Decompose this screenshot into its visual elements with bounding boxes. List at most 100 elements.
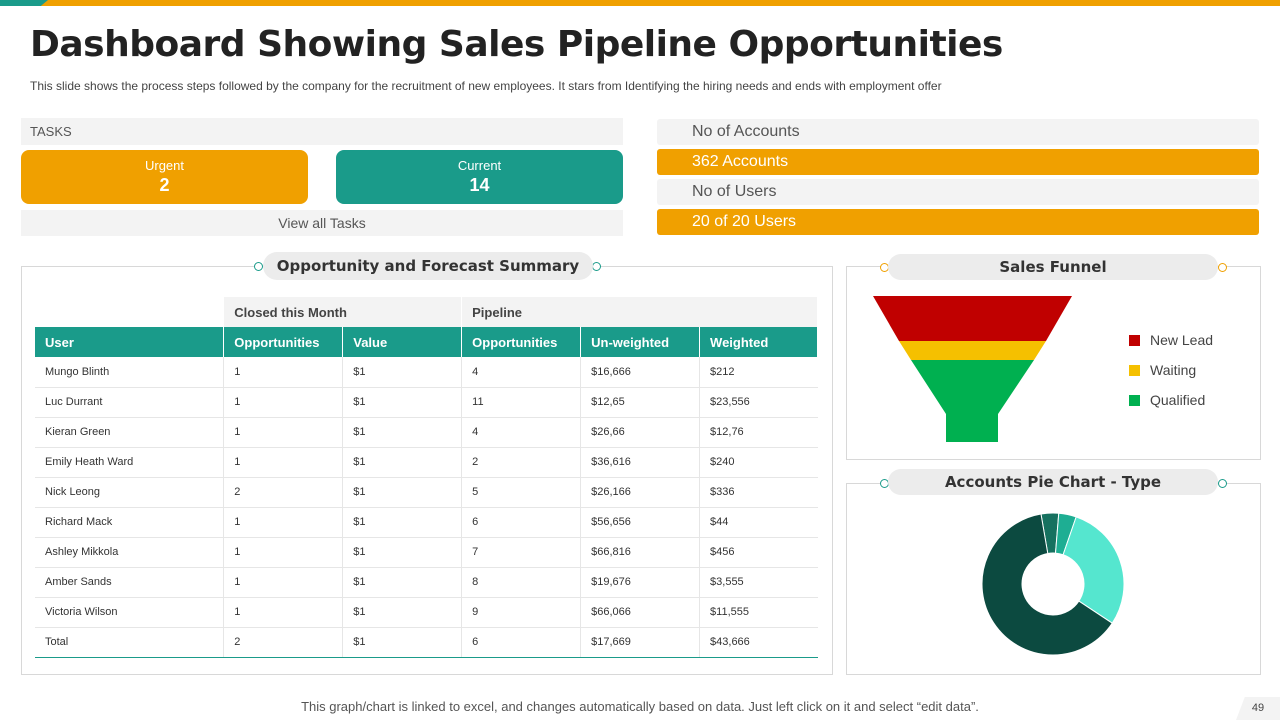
table-cell: $12,65 <box>580 387 701 418</box>
table-cell: 1 <box>223 597 344 628</box>
sales-funnel-chart <box>873 296 1072 442</box>
table-cell: Luc Durrant <box>35 387 225 418</box>
table-cell: $1 <box>342 387 463 418</box>
table-cell: 2 <box>461 447 582 478</box>
table-row: Richard Mack 1 $1 6 $56,656 $44 <box>35 507 818 538</box>
table-group-header: Closed this Month Pipeline <box>35 297 818 327</box>
table-row: Ashley Mikkola 1 $1 7 $66,816 $456 <box>35 537 818 568</box>
legend-waiting: Waiting <box>1129 362 1196 378</box>
funnel-stage-new-lead <box>873 296 1072 341</box>
column-header: User <box>35 327 225 357</box>
table-cell: Kieran Green <box>35 417 225 448</box>
users-label: No of Users <box>657 179 1259 205</box>
users-value: 20 of 20 Users <box>657 209 1259 235</box>
table-cell: $17,669 <box>580 627 701 658</box>
table-cell: $23,556 <box>699 387 818 418</box>
table-cell: $212 <box>699 357 818 388</box>
table-cell: 2 <box>223 627 344 658</box>
top-accent-bar <box>0 0 1280 6</box>
column-header: Opportunities <box>223 327 344 357</box>
table-cell: 1 <box>223 357 344 388</box>
table-cell: 11 <box>461 387 582 418</box>
table-cell: $1 <box>342 477 463 508</box>
funnel-title-dot-right <box>1218 263 1227 272</box>
table-cell: $26,66 <box>580 417 701 448</box>
funnel-stage-waiting <box>899 341 1046 360</box>
table-cell: $1 <box>342 537 463 568</box>
table-body: Mungo Blinth 1 $1 4 $16,666 $212 Luc Durrant 1 $… <box>35 357 818 658</box>
table-cell: $26,166 <box>580 477 701 508</box>
table-cell: 4 <box>461 357 582 388</box>
table-cell: $12,76 <box>699 417 818 448</box>
donut-slice-2 <box>1062 516 1125 624</box>
table-cell: $66,066 <box>580 597 701 628</box>
table-cell: $66,816 <box>580 537 701 568</box>
table-cell: $11,555 <box>699 597 818 628</box>
table-row: Kieran Green 1 $1 4 $26,66 $12,76 <box>35 417 818 448</box>
legend-label-waiting: Waiting <box>1150 362 1197 378</box>
opportunity-table: Closed this Month Pipeline User Opportuni… <box>35 297 818 658</box>
table-row: Total 2 $1 6 $17,669 $43,666 <box>35 627 818 658</box>
accounts-label: No of Accounts <box>657 119 1259 145</box>
donut-slice-3 <box>981 513 1113 656</box>
page-subtitle: This slide shows the process steps follo… <box>30 79 942 93</box>
table-cell: 2 <box>223 477 344 508</box>
group-header-closed: Closed this Month <box>223 297 463 327</box>
legend-swatch-new-lead <box>1129 335 1140 346</box>
table-cell: Total <box>35 627 225 658</box>
table-cell: $336 <box>699 477 818 508</box>
column-header: Un-weighted <box>580 327 701 357</box>
column-header: Value <box>342 327 463 357</box>
sales-funnel-title: Sales Funnel <box>888 254 1218 280</box>
legend-new-lead: New Lead <box>1129 332 1213 348</box>
table-cell: $1 <box>342 597 463 628</box>
legend-swatch-waiting <box>1129 365 1140 376</box>
group-header-empty <box>35 297 225 327</box>
table-row: Amber Sands 1 $1 8 $19,676 $3,555 <box>35 567 818 598</box>
table-cell: 1 <box>223 537 344 568</box>
table-cell: $36,616 <box>580 447 701 478</box>
current-tasks-card[interactable]: Current 14 <box>336 150 623 204</box>
table-cell: 4 <box>461 417 582 448</box>
table-cell: $3,555 <box>699 567 818 598</box>
urgent-count: 2 <box>159 175 170 195</box>
table-cell: 1 <box>223 447 344 478</box>
table-cell: 1 <box>223 507 344 538</box>
table-cell: $16,666 <box>580 357 701 388</box>
page-title: Dashboard Showing Sales Pipeline Opportu… <box>30 24 1003 65</box>
accounts-pie-title: Accounts Pie Chart - Type <box>888 469 1218 495</box>
table-cell: $1 <box>342 507 463 538</box>
table-cell: Mungo Blinth <box>35 357 225 388</box>
page-number: 49 <box>1236 697 1280 720</box>
table-row: Victoria Wilson 1 $1 9 $66,066 $11,555 <box>35 597 818 628</box>
table-cell: Emily Heath Ward <box>35 447 225 478</box>
panel-title-dot-right <box>592 262 601 271</box>
table-cell: 5 <box>461 477 582 508</box>
urgent-tasks-card[interactable]: Urgent 2 <box>21 150 308 204</box>
pie-title-dot-right <box>1218 479 1227 488</box>
funnel-stage-qualified <box>911 360 1034 442</box>
table-cell: $240 <box>699 447 818 478</box>
table-cell: $44 <box>699 507 818 538</box>
legend-qualified: Qualified <box>1129 392 1205 408</box>
table-cell: $1 <box>342 627 463 658</box>
table-cell: Nick Leong <box>35 477 225 508</box>
column-header: Weighted <box>699 327 818 357</box>
table-cell: 9 <box>461 597 582 628</box>
table-cell: Richard Mack <box>35 507 225 538</box>
table-cell: $1 <box>342 567 463 598</box>
legend-swatch-qualified <box>1129 395 1140 406</box>
current-label: Current <box>457 158 502 173</box>
legend-label-qualified: Qualified <box>1150 392 1206 408</box>
table-cell: 6 <box>461 627 582 658</box>
table-cell: $56,656 <box>580 507 701 538</box>
table-cell: $1 <box>342 417 463 448</box>
table-cell: 6 <box>461 507 582 538</box>
tasks-header: TASKS <box>21 118 623 145</box>
view-all-tasks-link[interactable]: View all Tasks <box>21 210 623 236</box>
top-accent-teal <box>0 0 48 6</box>
table-row: Luc Durrant 1 $1 11 $12,65 $23,556 <box>35 387 818 418</box>
table-cell: 1 <box>223 567 344 598</box>
group-header-pipeline: Pipeline <box>461 297 818 327</box>
footer-note: This graph/chart is linked to excel, and… <box>301 699 979 714</box>
